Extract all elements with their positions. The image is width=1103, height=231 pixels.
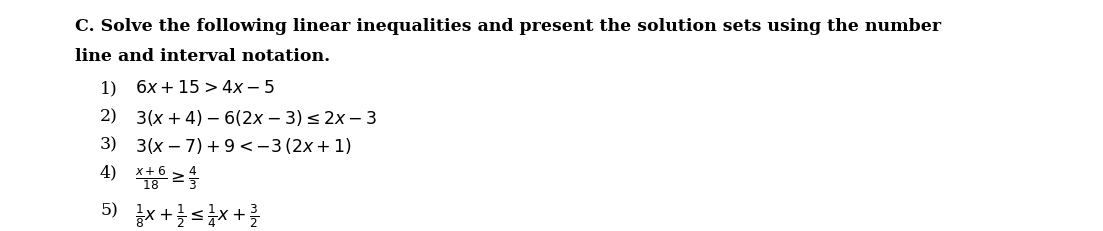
Text: $\frac{1}{8}x + \frac{1}{2} \leq \frac{1}{4}x + \frac{3}{2}$: $\frac{1}{8}x + \frac{1}{2} \leq \frac{1…: [135, 202, 259, 230]
Text: 1): 1): [100, 80, 118, 97]
Text: 2): 2): [100, 108, 118, 125]
Text: $3(x + 4) - 6(2x - 3) \leq 2x - 3$: $3(x + 4) - 6(2x - 3) \leq 2x - 3$: [135, 108, 377, 128]
Text: $6x + 15 > 4x - 5$: $6x + 15 > 4x - 5$: [135, 80, 276, 97]
Text: 5): 5): [100, 202, 118, 219]
Text: C. Solve the following linear inequalities and present the solution sets using t: C. Solve the following linear inequaliti…: [75, 18, 941, 35]
Text: $3(x - 7) + 9 < -3\,(2x + 1)$: $3(x - 7) + 9 < -3\,(2x + 1)$: [135, 136, 352, 156]
Text: 3): 3): [100, 136, 118, 153]
Text: line and interval notation.: line and interval notation.: [75, 48, 330, 65]
Text: 4): 4): [100, 164, 118, 181]
Text: $\frac{x+6}{18} \geq \frac{4}{3}$: $\frac{x+6}{18} \geq \frac{4}{3}$: [135, 164, 199, 192]
